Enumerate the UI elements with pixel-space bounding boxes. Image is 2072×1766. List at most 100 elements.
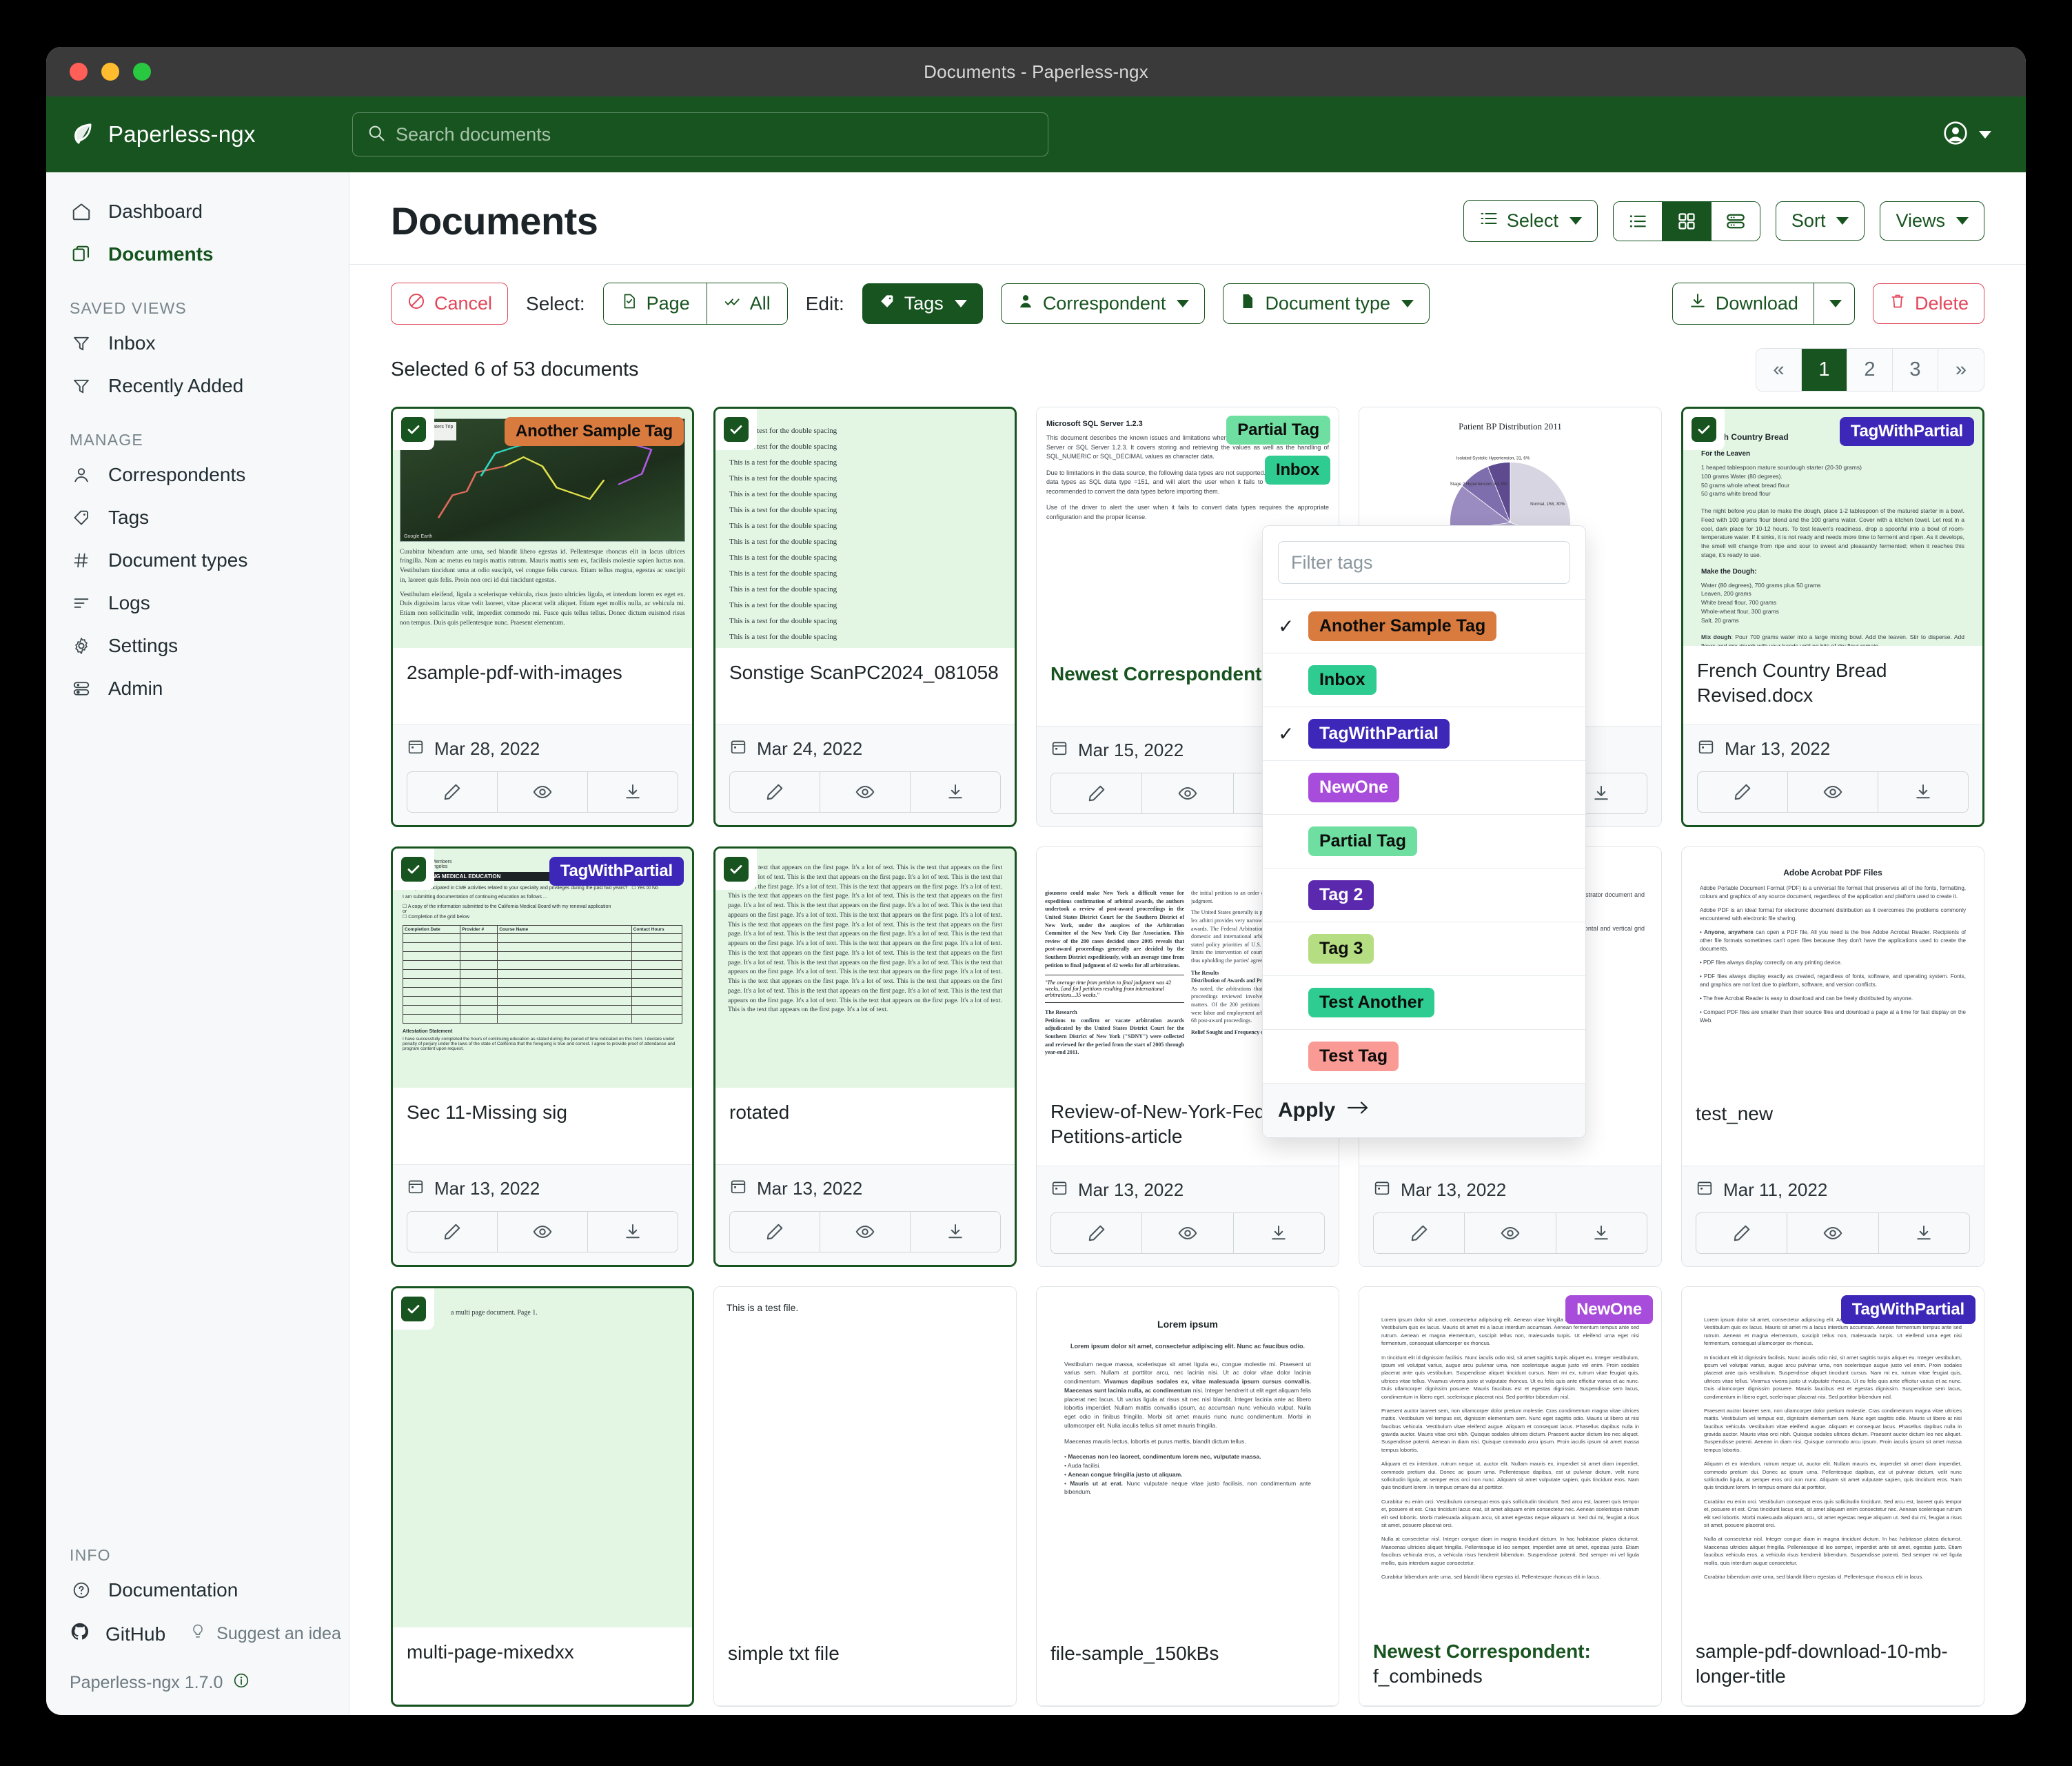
document-actions[interactable] [1050, 1212, 1325, 1254]
document-tag-badge[interactable]: TagWithPartial [1839, 417, 1974, 446]
download-document-button[interactable] [588, 1212, 678, 1252]
pagination-page-1[interactable]: 1 [1802, 349, 1847, 391]
document-select-checkbox[interactable] [715, 849, 757, 890]
document-card[interactable]: NewOne Lorem ipsum dolor sit amet, consec… [1359, 1286, 1662, 1707]
download-document-button[interactable] [1879, 1213, 1969, 1253]
document-card[interactable]: TagWithPartial Lorem ipsum dolor sit amet… [1681, 1286, 1984, 1707]
tag-option-tag-3[interactable]: Tag 3 [1263, 922, 1585, 975]
preview-document-button[interactable] [1465, 1213, 1556, 1253]
tag-option-test-tag[interactable]: Test Tag [1263, 1029, 1585, 1083]
document-thumbnail[interactable]: Lorem ipsum Lorem ipsum dolor sit amet, c… [1037, 1287, 1339, 1629]
sidebar-item-admin[interactable]: Admin [46, 667, 349, 710]
sort-button[interactable]: Sort [1775, 201, 1865, 241]
document-tag-badge[interactable]: Another Sample Tag [505, 417, 684, 446]
document-card[interactable]: This is a test file. simple txt file [713, 1286, 1017, 1707]
preview-document-button[interactable] [820, 772, 911, 812]
download-document-button[interactable] [1556, 1213, 1647, 1253]
pagination[interactable]: « 1 2 3 » [1756, 348, 1984, 392]
sidebar-item-correspondents[interactable]: Correspondents [46, 454, 349, 496]
pagination-page-2[interactable]: 2 [1847, 349, 1893, 391]
sidebar-item-dashboard[interactable]: Dashboard [46, 190, 349, 233]
views-button[interactable]: Views [1880, 201, 1984, 241]
select-all-button[interactable]: All [707, 283, 787, 324]
download-button[interactable]: Download [1672, 283, 1814, 325]
download-document-button[interactable] [1556, 773, 1647, 813]
preview-document-button[interactable] [498, 772, 588, 812]
sidebar-item-documentation[interactable]: Documentation [46, 1569, 349, 1612]
document-thumbnail[interactable]: This is the text that appears on the fir… [715, 849, 1015, 1088]
tags-dropdown-button[interactable]: Tags [862, 283, 983, 324]
select-scope-group[interactable]: Page All [602, 283, 788, 325]
sidebar-item-inbox[interactable]: Inbox [46, 322, 349, 365]
document-card[interactable]: TagWithPartial French Country Bread For th… [1681, 407, 1984, 827]
download-split-button[interactable]: Download [1672, 283, 1855, 325]
user-menu[interactable] [1942, 119, 2002, 150]
download-document-button[interactable] [911, 1212, 1000, 1252]
document-thumbnail[interactable]: NewOne Lorem ipsum dolor sit amet, consec… [1359, 1287, 1661, 1627]
preview-document-button[interactable] [1142, 1213, 1234, 1253]
pagination-prev[interactable]: « [1756, 349, 1802, 391]
apply-tags-button[interactable]: Apply [1263, 1083, 1585, 1137]
tag-option-newone[interactable]: NewOne [1263, 760, 1585, 814]
download-document-button[interactable] [1234, 1213, 1324, 1253]
edit-document-button[interactable] [1374, 1213, 1465, 1253]
document-card[interactable]: a multi page document. Page 1. multi-page… [391, 1286, 694, 1707]
document-select-checkbox[interactable] [393, 1288, 434, 1330]
document-select-checkbox[interactable] [393, 409, 434, 450]
document-select-checkbox[interactable] [1683, 409, 1725, 450]
document-tag-badge[interactable]: NewOne [1565, 1295, 1653, 1324]
select-page-button[interactable]: Page [603, 283, 707, 324]
download-document-button[interactable] [1878, 772, 1968, 812]
tags-filter-input[interactable] [1278, 541, 1570, 584]
edit-document-button[interactable] [407, 772, 498, 812]
document-actions[interactable] [1697, 771, 1969, 813]
edit-document-button[interactable] [1696, 1213, 1788, 1253]
search-box[interactable] [352, 112, 1048, 156]
tag-option-inbox[interactable]: Inbox [1263, 653, 1585, 707]
sidebar-item-documents[interactable]: Documents [46, 233, 349, 276]
document-card[interactable]: TagWithPartialMedical Staff MembersHospi… [391, 846, 694, 1267]
view-mode-list[interactable] [1613, 201, 1663, 241]
edit-document-button[interactable] [407, 1212, 498, 1252]
document-actions[interactable] [729, 1211, 1001, 1252]
sidebar-item-settings[interactable]: Settings [46, 625, 349, 667]
document-select-checkbox[interactable] [393, 849, 434, 890]
pagination-next[interactable]: » [1938, 349, 1984, 391]
document-card[interactable]: Another Sample TagBoundary Waters TripLe… [391, 407, 694, 827]
document-tag-badge[interactable]: Inbox [1265, 456, 1330, 485]
document-thumbnail[interactable]: This is a test file. [714, 1287, 1016, 1629]
document-actions[interactable] [407, 771, 678, 813]
view-mode-switcher[interactable] [1612, 201, 1760, 241]
close-window-button[interactable] [70, 63, 88, 81]
sidebar-item-github[interactable]: GitHub [70, 1621, 165, 1647]
document-actions[interactable] [1373, 1212, 1647, 1254]
sidebar-item-suggest-idea[interactable]: Suggest an idea [189, 1623, 341, 1645]
delete-button[interactable]: Delete [1872, 283, 1984, 324]
tag-option-tag-2[interactable]: Tag 2 [1263, 868, 1585, 922]
document-tag-badge[interactable]: Partial Tag [1226, 416, 1330, 445]
sidebar-item-tags[interactable]: Tags [46, 496, 349, 539]
tag-option-tagwithpartial[interactable]: ✓ TagWithPartial [1263, 707, 1585, 760]
document-thumbnail[interactable]: a multi page document. Page 1. [393, 1288, 692, 1627]
window-controls[interactable] [70, 63, 151, 81]
document-card[interactable]: Lorem ipsum Lorem ipsum dolor sit amet, c… [1036, 1286, 1339, 1707]
correspondent-dropdown-button[interactable]: Correspondent [1000, 283, 1206, 324]
document-thumbnail[interactable]: Adobe Acrobat PDF Files Adobe Portable Do… [1682, 847, 1984, 1089]
preview-document-button[interactable] [1142, 773, 1234, 813]
edit-document-button[interactable] [1051, 1213, 1143, 1253]
document-thumbnail[interactable]: Another Sample TagBoundary Waters TripLe… [393, 409, 692, 648]
document-thumbnail[interactable]: TagWithPartialMedical Staff MembersHospi… [393, 849, 692, 1088]
view-mode-grid[interactable] [1662, 201, 1712, 241]
tag-option-test-another[interactable]: Test Another [1263, 975, 1585, 1029]
brand[interactable]: Paperless-ngx [70, 121, 352, 148]
document-actions[interactable] [407, 1211, 678, 1252]
download-options-button[interactable] [1813, 283, 1855, 325]
document-card[interactable]: This is a test for the double spacing Thi… [713, 407, 1017, 827]
document-card[interactable]: Adobe Acrobat PDF Files Adobe Portable Do… [1681, 846, 1984, 1267]
tag-option-partial-tag[interactable]: Partial Tag [1263, 814, 1585, 868]
download-document-button[interactable] [911, 772, 1000, 812]
document-thumbnail[interactable]: TagWithPartial Lorem ipsum dolor sit amet… [1682, 1287, 1984, 1627]
edit-document-button[interactable] [1051, 773, 1143, 813]
document-actions[interactable] [729, 771, 1001, 813]
edit-document-button[interactable] [730, 1212, 820, 1252]
